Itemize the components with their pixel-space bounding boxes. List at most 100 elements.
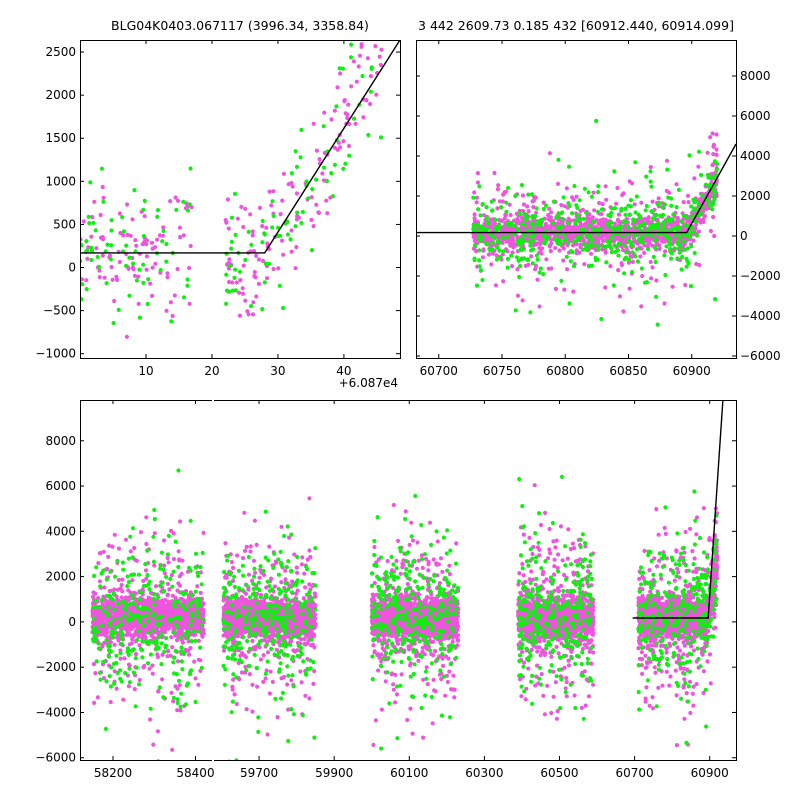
- phase-point: [85, 256, 90, 261]
- zoom-point: [549, 266, 554, 271]
- full-point: [146, 618, 151, 623]
- phase-point: [373, 44, 378, 49]
- phase-point: [233, 232, 238, 237]
- zoom-point: [564, 186, 570, 191]
- zoom-point: [696, 164, 701, 169]
- zoom-point: [633, 254, 638, 259]
- phase-point: [293, 224, 298, 229]
- full-point: [179, 645, 184, 650]
- phase-point: [150, 265, 155, 270]
- zoom-point: [517, 211, 522, 216]
- full-point: [104, 628, 109, 633]
- zoom-point: [585, 234, 590, 239]
- phase-point: [232, 191, 238, 196]
- full-point: [112, 607, 117, 612]
- zoom-point: [495, 187, 500, 192]
- zoom-point: [539, 217, 544, 222]
- zoom-point: [678, 247, 683, 252]
- full-point: [122, 626, 127, 631]
- zoom-point: [526, 262, 531, 267]
- phase-point: [329, 171, 334, 176]
- full-point: [170, 645, 175, 650]
- zoom-point: [570, 243, 576, 248]
- zoom-point: [710, 131, 715, 136]
- zoom-point: [582, 238, 587, 243]
- zoom-point: [550, 220, 555, 226]
- zoom-point: [495, 206, 500, 211]
- phase-point: [132, 273, 138, 278]
- full-point: [171, 630, 177, 635]
- full-point: [128, 601, 133, 607]
- phase-point: [311, 224, 316, 229]
- zoom-point: [632, 202, 637, 207]
- zoom-point: [675, 256, 680, 261]
- zoom-point: [547, 206, 552, 211]
- phase-point: [241, 224, 246, 230]
- full-point: [172, 599, 177, 604]
- zoom-point: [692, 250, 697, 256]
- zoom-point: [706, 203, 711, 208]
- zoom-point: [600, 202, 605, 207]
- phase-point: [155, 237, 160, 242]
- zoom-point: [575, 205, 580, 211]
- phase-point: [224, 220, 229, 225]
- zoom-point: [554, 215, 559, 220]
- y-tick-label: 4000: [740, 149, 771, 163]
- zoom-point: [599, 207, 605, 212]
- zoom-point: [694, 220, 699, 225]
- full-point: [94, 565, 99, 570]
- zoom-point: [639, 266, 645, 271]
- full-point: [165, 555, 170, 561]
- phase-point: [329, 117, 334, 122]
- phase-point: [84, 287, 89, 292]
- phase-point: [141, 262, 146, 267]
- full-point: [174, 638, 180, 643]
- phase-point: [304, 179, 309, 184]
- full-point: [187, 652, 192, 657]
- full-point: [246, 587, 251, 592]
- phase-point: [88, 180, 93, 185]
- zoom-point: [627, 179, 632, 184]
- zoom-point: [497, 225, 502, 230]
- zoom-point: [496, 183, 501, 188]
- zoom-point: [505, 222, 510, 227]
- zoom-point: [621, 309, 626, 314]
- phase-point: [281, 305, 286, 311]
- zoom-point: [627, 286, 632, 291]
- full-point: [173, 539, 178, 544]
- full-point: [146, 630, 151, 635]
- zoom-point: [639, 304, 644, 309]
- zoom-point: [698, 210, 703, 216]
- zoom-point: [668, 237, 673, 242]
- zoom-point: [709, 175, 715, 180]
- full-point: [165, 654, 170, 659]
- full-point: [96, 641, 101, 646]
- full-point: [136, 572, 142, 577]
- full-point: [185, 625, 190, 631]
- zoom-point: [675, 217, 680, 222]
- zoom-point: [692, 176, 697, 181]
- zoom-point: [603, 184, 608, 189]
- phase-point: [184, 201, 189, 206]
- full-point: [108, 588, 113, 593]
- full-point: [152, 592, 157, 597]
- zoom-point: [500, 235, 505, 240]
- zoom-point: [686, 200, 691, 205]
- full-point: [171, 531, 176, 536]
- phase-point: [262, 280, 267, 285]
- phase-point: [237, 313, 242, 318]
- zoom-point: [591, 219, 596, 224]
- zoom-point: [517, 208, 522, 213]
- full-point: [134, 631, 139, 636]
- zoom-point: [708, 135, 713, 140]
- y-tick-label: −4000: [740, 309, 781, 323]
- zoom-point: [480, 255, 485, 260]
- zoom-point: [661, 220, 666, 225]
- zoom-point: [628, 204, 634, 209]
- phase-point: [314, 148, 319, 153]
- zoom-point: [525, 228, 530, 233]
- zoom-point: [657, 246, 662, 251]
- zoom-point: [710, 171, 715, 177]
- y-tick-label: 2500: [45, 45, 76, 59]
- full-point: [140, 605, 145, 610]
